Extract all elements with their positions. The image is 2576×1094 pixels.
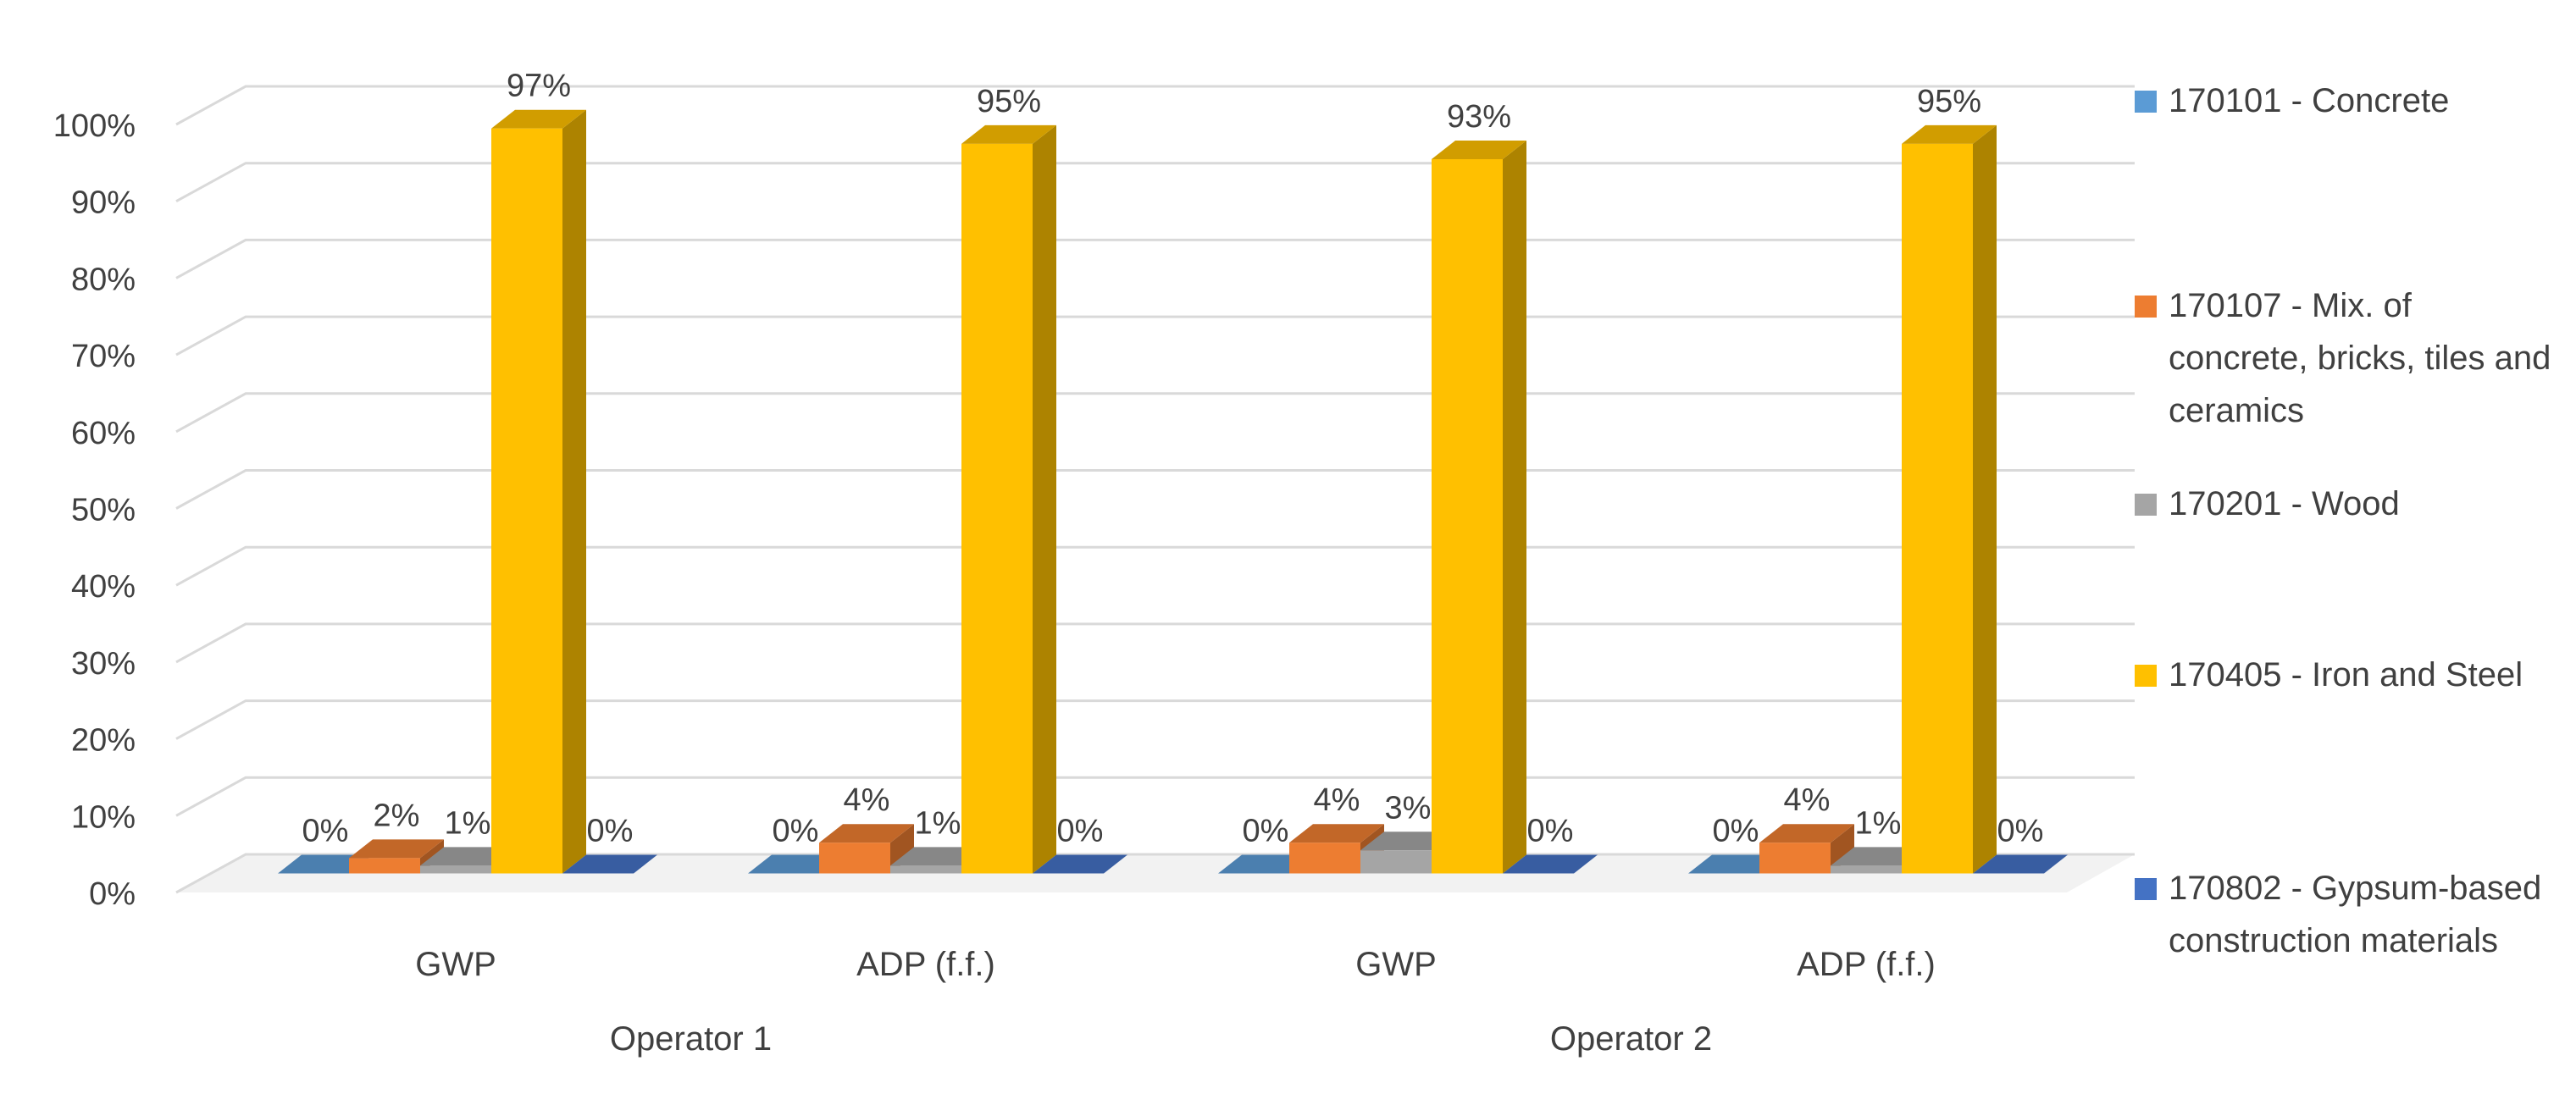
data-label: 0% — [1527, 814, 1574, 849]
bar-side — [1973, 124, 1997, 874]
data-label: 0% — [1997, 814, 2044, 849]
y-tick-label: 20% — [71, 723, 136, 759]
gridline — [175, 469, 2135, 510]
x-category-label: ADP (f.f.) — [856, 946, 995, 983]
bar — [420, 865, 491, 874]
y-tick-label: 90% — [71, 185, 136, 221]
data-label: 4% — [844, 782, 890, 818]
data-label: 0% — [1243, 814, 1289, 849]
data-label: 95% — [1917, 84, 1981, 119]
gridline — [175, 85, 2135, 126]
legend-item: 170101 - Concrete — [2135, 75, 2558, 127]
bar-top — [1973, 854, 2068, 874]
bar-top — [1902, 124, 1997, 144]
bar — [1831, 865, 1902, 874]
bar-top — [1432, 140, 1526, 159]
y-tick-label: 80% — [71, 262, 136, 297]
data-label: 97% — [507, 69, 571, 104]
legend-label: 170107 - Mix. of concrete, bricks, tiles… — [2169, 287, 2551, 429]
y-tick-label: 60% — [71, 416, 136, 451]
bar — [961, 143, 1033, 874]
data-label: 0% — [773, 814, 819, 849]
bar-side — [1033, 124, 1056, 874]
legend-swatch — [2135, 296, 2157, 318]
bar — [1289, 843, 1360, 874]
y-tick-label: 0% — [89, 876, 136, 912]
bar-top — [819, 824, 914, 843]
bar — [1759, 843, 1831, 874]
gridline — [175, 238, 2135, 279]
x-category-label: GWP — [1355, 946, 1437, 983]
bar — [349, 858, 420, 874]
data-label: 0% — [1713, 814, 1759, 849]
data-label: 4% — [1314, 782, 1360, 818]
bar — [1902, 143, 1973, 874]
legend-label: 170101 - Concrete — [2169, 82, 2450, 119]
legend-item: 170107 - Mix. of concrete, bricks, tiles… — [2135, 279, 2558, 437]
bar — [890, 865, 961, 874]
data-label: 1% — [1855, 805, 1902, 841]
legend-label: 170802 - Gypsum-based construction mater… — [2169, 870, 2542, 959]
legend-item: 170405 - Iron and Steel — [2135, 649, 2558, 701]
bar-top — [562, 854, 657, 874]
legend-swatch — [2135, 665, 2157, 687]
gridline — [175, 162, 2135, 203]
bar-top — [1503, 854, 1598, 874]
legend-item: 170802 - Gypsum-based construction mater… — [2135, 862, 2558, 967]
data-label: 4% — [1784, 782, 1831, 818]
gridline — [175, 392, 2135, 434]
data-label: 0% — [1057, 814, 1104, 849]
bar — [1360, 850, 1432, 874]
gridline — [175, 315, 2135, 356]
data-label: 3% — [1385, 790, 1432, 826]
data-label: 2% — [374, 798, 420, 833]
legend-label: 170405 - Iron and Steel — [2169, 656, 2523, 693]
bar-side — [562, 109, 586, 874]
legend-swatch — [2135, 878, 2157, 900]
bar — [491, 128, 562, 874]
y-tick-label: 50% — [71, 493, 136, 528]
gridline — [175, 699, 2135, 740]
y-tick-label: 70% — [71, 339, 136, 374]
data-label: 0% — [302, 814, 349, 849]
bar-top — [1759, 824, 1854, 843]
y-tick-label: 10% — [71, 799, 136, 835]
y-tick-label: 100% — [53, 108, 136, 144]
legend-swatch — [2135, 494, 2157, 516]
bar — [819, 843, 890, 874]
chart-floor — [176, 854, 2135, 892]
bar-top — [491, 109, 586, 129]
bar-top — [1033, 854, 1127, 874]
bar-top — [1289, 824, 1384, 843]
y-tick-label: 40% — [71, 569, 136, 605]
data-label: 1% — [915, 805, 961, 841]
bar — [1432, 158, 1503, 874]
data-label: 1% — [445, 805, 491, 841]
x-group-label: Operator 1 — [610, 1020, 772, 1058]
bar-side — [1503, 140, 1526, 874]
data-label: 93% — [1447, 99, 1511, 135]
data-label: 0% — [587, 814, 634, 849]
x-category-label: GWP — [415, 946, 496, 983]
legend-label: 170201 - Wood — [2169, 485, 2400, 522]
legend: 170101 - Concrete 170107 - Mix. of concre… — [2135, 75, 2558, 1048]
data-label: 95% — [977, 84, 1041, 119]
x-category-label: ADP (f.f.) — [1797, 946, 1936, 983]
y-tick-label: 30% — [71, 646, 136, 682]
legend-item: 170201 - Wood — [2135, 478, 2558, 530]
bar-top — [961, 124, 1056, 144]
gridline — [175, 545, 2135, 587]
bar-top — [349, 839, 444, 859]
gridline — [175, 622, 2135, 664]
x-group-label: Operator 2 — [1550, 1020, 1712, 1058]
legend-swatch — [2135, 91, 2157, 113]
